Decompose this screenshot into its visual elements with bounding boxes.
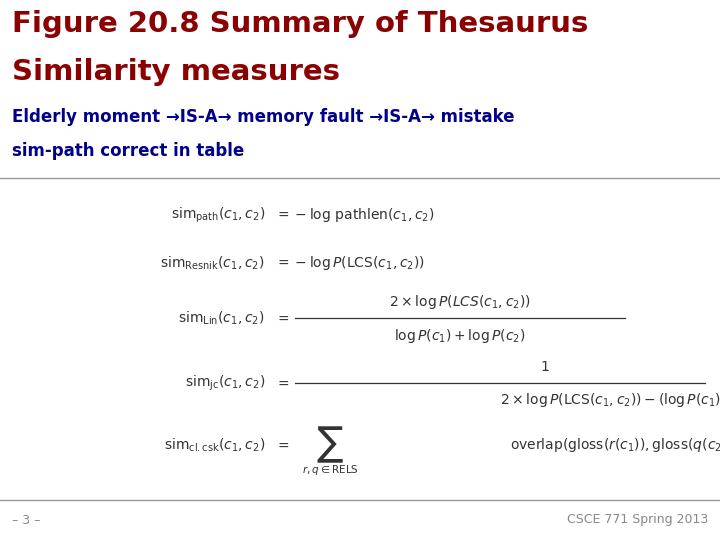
Text: $= -\log\,\mathrm{pathlen}(c_1, c_2)$: $= -\log\,\mathrm{pathlen}(c_1, c_2)$ bbox=[275, 206, 435, 224]
Text: $=$: $=$ bbox=[275, 376, 290, 390]
Text: $1$: $1$ bbox=[540, 360, 550, 374]
Text: $\mathrm{sim}_{\mathrm{path}}(c_1, c_2)$: $\mathrm{sim}_{\mathrm{path}}(c_1, c_2)$ bbox=[171, 205, 265, 225]
Text: $=$: $=$ bbox=[275, 438, 290, 452]
Text: sim-path correct in table: sim-path correct in table bbox=[12, 142, 244, 160]
Text: $\mathrm{sim}_{\mathrm{Lin}}(c_1, c_2)$: $\mathrm{sim}_{\mathrm{Lin}}(c_1, c_2)$ bbox=[179, 309, 265, 327]
Text: – 3 –: – 3 – bbox=[12, 514, 40, 526]
Text: $= -\log P(\mathrm{LCS}(c_1, c_2))$: $= -\log P(\mathrm{LCS}(c_1, c_2))$ bbox=[275, 254, 425, 272]
Text: $2 \times \log P(LCS(c_1, c_2))$: $2 \times \log P(LCS(c_1, c_2))$ bbox=[389, 293, 531, 311]
Text: Figure 20.8 Summary of Thesaurus: Figure 20.8 Summary of Thesaurus bbox=[12, 10, 588, 38]
Text: $r,q{\in}\mathrm{RELS}$: $r,q{\in}\mathrm{RELS}$ bbox=[302, 463, 359, 477]
Text: CSCE 771 Spring 2013: CSCE 771 Spring 2013 bbox=[567, 514, 708, 526]
Text: Similarity measures: Similarity measures bbox=[12, 58, 340, 86]
Text: Elderly moment →IS-A→ memory fault →IS-A→ mistake: Elderly moment →IS-A→ memory fault →IS-A… bbox=[12, 108, 515, 126]
Text: $\mathrm{sim}_{\mathrm{jc}}(c_1, c_2)$: $\mathrm{sim}_{\mathrm{jc}}(c_1, c_2)$ bbox=[185, 373, 265, 393]
Text: $\sum$: $\sum$ bbox=[316, 425, 344, 465]
Text: $\mathrm{sim}_{\mathrm{Resnik}}(c_1, c_2)$: $\mathrm{sim}_{\mathrm{Resnik}}(c_1, c_2… bbox=[161, 254, 265, 272]
Text: $=$: $=$ bbox=[275, 311, 290, 325]
Text: $2 \times \log P(\mathrm{LCS}(c_1, c_2)) - (\log P(c_1) + \log P(c_2))$: $2 \times \log P(\mathrm{LCS}(c_1, c_2))… bbox=[500, 391, 720, 409]
Text: $\log P(c_1) + \log P(c_2)$: $\log P(c_1) + \log P(c_2)$ bbox=[395, 327, 526, 345]
Text: $\mathrm{overlap}(\mathrm{gloss}(r(c_1)), \mathrm{gloss}(q(c_2)))$: $\mathrm{overlap}(\mathrm{gloss}(r(c_1))… bbox=[510, 436, 720, 454]
Text: $\mathrm{sim}_{\mathrm{cl.csk}}(c_1, c_2)$: $\mathrm{sim}_{\mathrm{cl.csk}}(c_1, c_2… bbox=[163, 436, 265, 454]
